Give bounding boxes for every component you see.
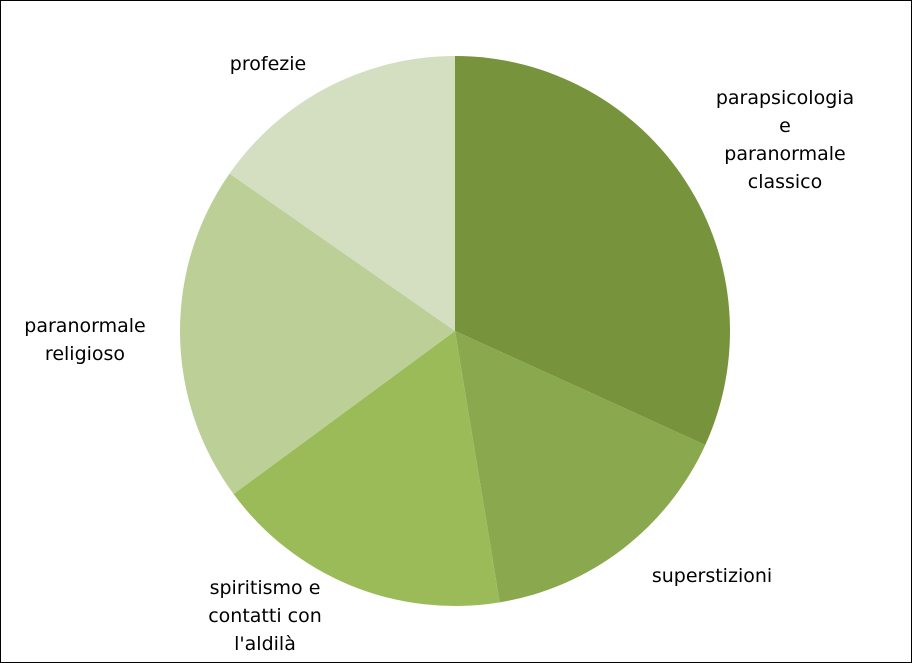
pie-slice <box>233 331 500 606</box>
slice-label: spiritismo e contatti con l'aldilà <box>208 577 322 655</box>
pie-slice <box>455 331 706 603</box>
slice-label: parapsicologia e paranormale classico <box>715 87 855 193</box>
pie-slice <box>455 56 730 445</box>
slice-label: superstizioni <box>651 565 773 587</box>
slice-label: paranormale religioso <box>24 315 146 365</box>
pie-slice <box>229 56 455 331</box>
pie-slice <box>180 173 456 495</box>
slice-label: profezie <box>229 53 307 75</box>
